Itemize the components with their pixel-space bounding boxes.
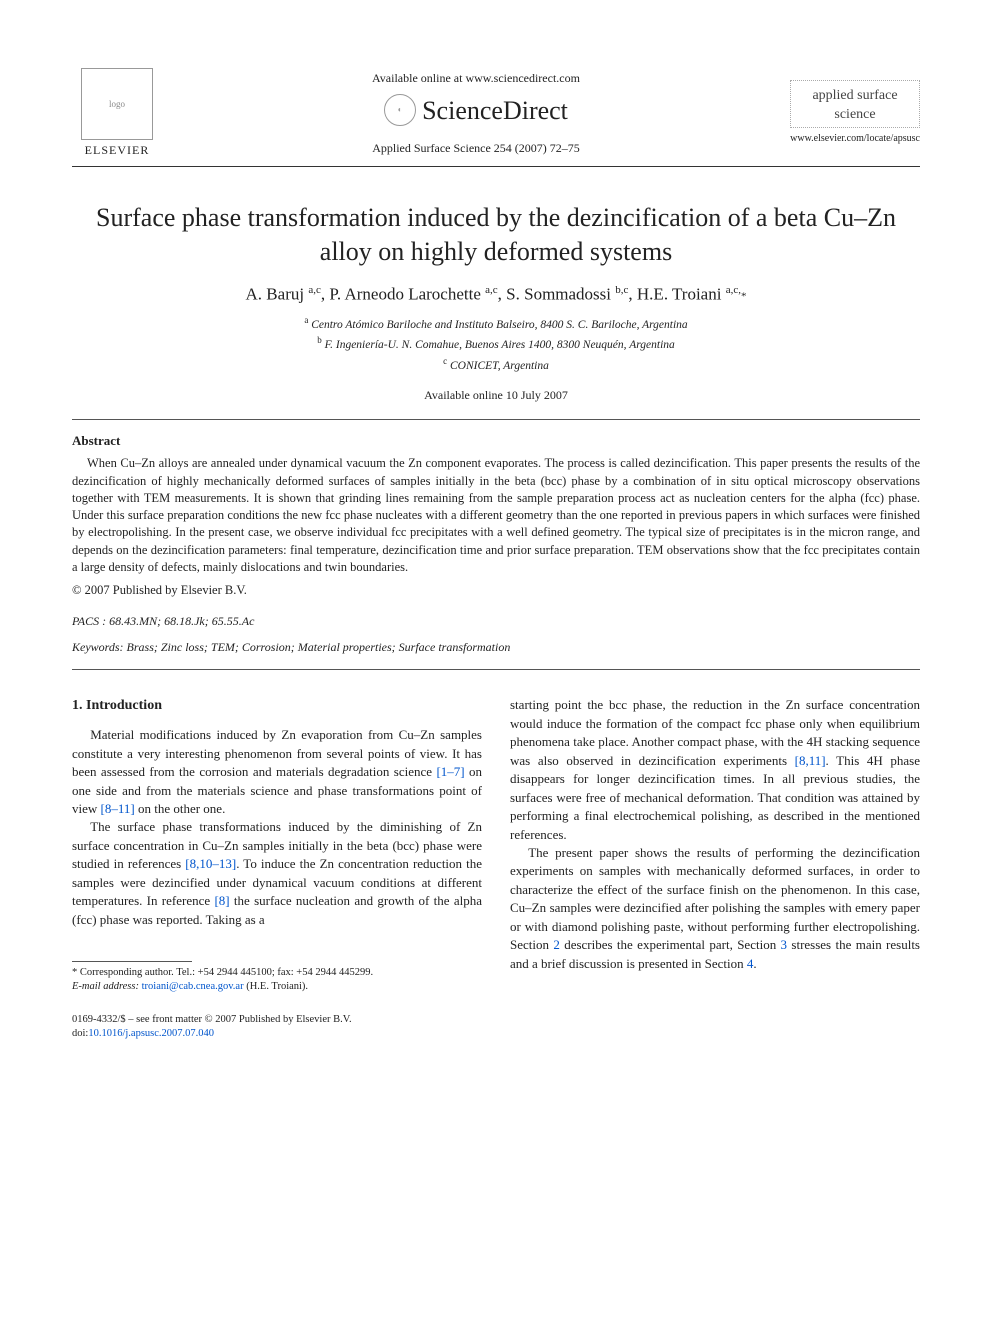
journal-reference: Applied Surface Science 254 (2007) 72–75 bbox=[162, 140, 790, 156]
email-line: E-mail address: troiani@cab.cnea.gov.ar … bbox=[72, 980, 482, 994]
footnote-rule bbox=[72, 961, 192, 962]
email-label: E-mail address: bbox=[72, 981, 139, 992]
available-date: Available online 10 July 2007 bbox=[72, 387, 920, 403]
header-row: logo ELSEVIER Available online at www.sc… bbox=[72, 68, 920, 158]
journal-cover-block: applied surface science www.elsevier.com… bbox=[790, 80, 920, 145]
keywords-line: Keywords: Brass; Zinc loss; TEM; Corrosi… bbox=[72, 639, 920, 655]
front-matter-line: 0169-4332/$ – see front matter © 2007 Pu… bbox=[72, 1013, 482, 1027]
abstract-paragraph: When Cu–Zn alloys are annealed under dyn… bbox=[72, 455, 920, 576]
left-para-1: Material modifications induced by Zn eva… bbox=[72, 726, 482, 818]
sciencedirect-swirl-icon: ◐ bbox=[384, 94, 416, 126]
abstract-bottom-rule bbox=[72, 669, 920, 670]
affiliations: a Centro Atómico Bariloche and Instituto… bbox=[72, 314, 920, 374]
email-address[interactable]: troiani@cab.cnea.gov.ar bbox=[142, 981, 244, 992]
email-attribution: (H.E. Troiani). bbox=[246, 981, 308, 992]
elsevier-label: ELSEVIER bbox=[72, 142, 162, 158]
journal-cover: applied surface science bbox=[790, 80, 920, 128]
corresponding-line: * Corresponding author. Tel.: +54 2944 4… bbox=[72, 966, 482, 980]
doi-value[interactable]: 10.1016/j.apsusc.2007.07.040 bbox=[88, 1028, 214, 1039]
right-para-1: starting point the bcc phase, the reduct… bbox=[510, 696, 920, 844]
left-para-2: The surface phase transformations induce… bbox=[72, 818, 482, 929]
sciencedirect-logo: ◐ ScienceDirect bbox=[162, 93, 790, 128]
footer-meta: 0169-4332/$ – see front matter © 2007 Pu… bbox=[72, 1013, 482, 1041]
locate-url: www.elsevier.com/locate/apsusc bbox=[790, 132, 920, 146]
right-para-2: The present paper shows the results of p… bbox=[510, 844, 920, 973]
affiliation-b: b F. Ingeniería-U. N. Comahue, Buenos Ai… bbox=[72, 334, 920, 354]
abstract-heading: Abstract bbox=[72, 432, 920, 450]
left-column: 1. Introduction Material modifications i… bbox=[72, 696, 482, 1041]
abstract-text: When Cu–Zn alloys are annealed under dyn… bbox=[72, 455, 920, 576]
elsevier-logo: logo ELSEVIER bbox=[72, 68, 162, 158]
elsevier-tree-icon: logo bbox=[81, 68, 153, 140]
paper-title: Surface phase transformation induced by … bbox=[72, 201, 920, 269]
sciencedirect-label: ScienceDirect bbox=[422, 93, 568, 128]
body-columns: 1. Introduction Material modifications i… bbox=[72, 696, 920, 1041]
corresponding-footnote: * Corresponding author. Tel.: +54 2944 4… bbox=[72, 966, 482, 994]
header-rule bbox=[72, 166, 920, 167]
center-branding: Available online at www.sciencedirect.co… bbox=[162, 70, 790, 155]
journal-cover-title: applied surface science bbox=[795, 87, 915, 125]
doi-label: doi: bbox=[72, 1028, 88, 1039]
pacs-line: PACS : 68.43.MN; 68.18.Jk; 65.55.Ac bbox=[72, 613, 920, 629]
paper-page: logo ELSEVIER Available online at www.sc… bbox=[0, 0, 992, 1081]
right-column: starting point the bcc phase, the reduct… bbox=[510, 696, 920, 1041]
section-1-heading: 1. Introduction bbox=[72, 696, 482, 716]
abstract-top-rule bbox=[72, 419, 920, 420]
abstract-copyright: © 2007 Published by Elsevier B.V. bbox=[72, 582, 920, 599]
doi-line: doi:10.1016/j.apsusc.2007.07.040 bbox=[72, 1027, 482, 1041]
authors: A. Baruj a,c, P. Arneodo Larochette a,c,… bbox=[72, 283, 920, 307]
affiliation-a: a Centro Atómico Bariloche and Instituto… bbox=[72, 314, 920, 334]
available-online-text: Available online at www.sciencedirect.co… bbox=[162, 70, 790, 86]
affiliation-c: c CONICET, Argentina bbox=[72, 355, 920, 375]
